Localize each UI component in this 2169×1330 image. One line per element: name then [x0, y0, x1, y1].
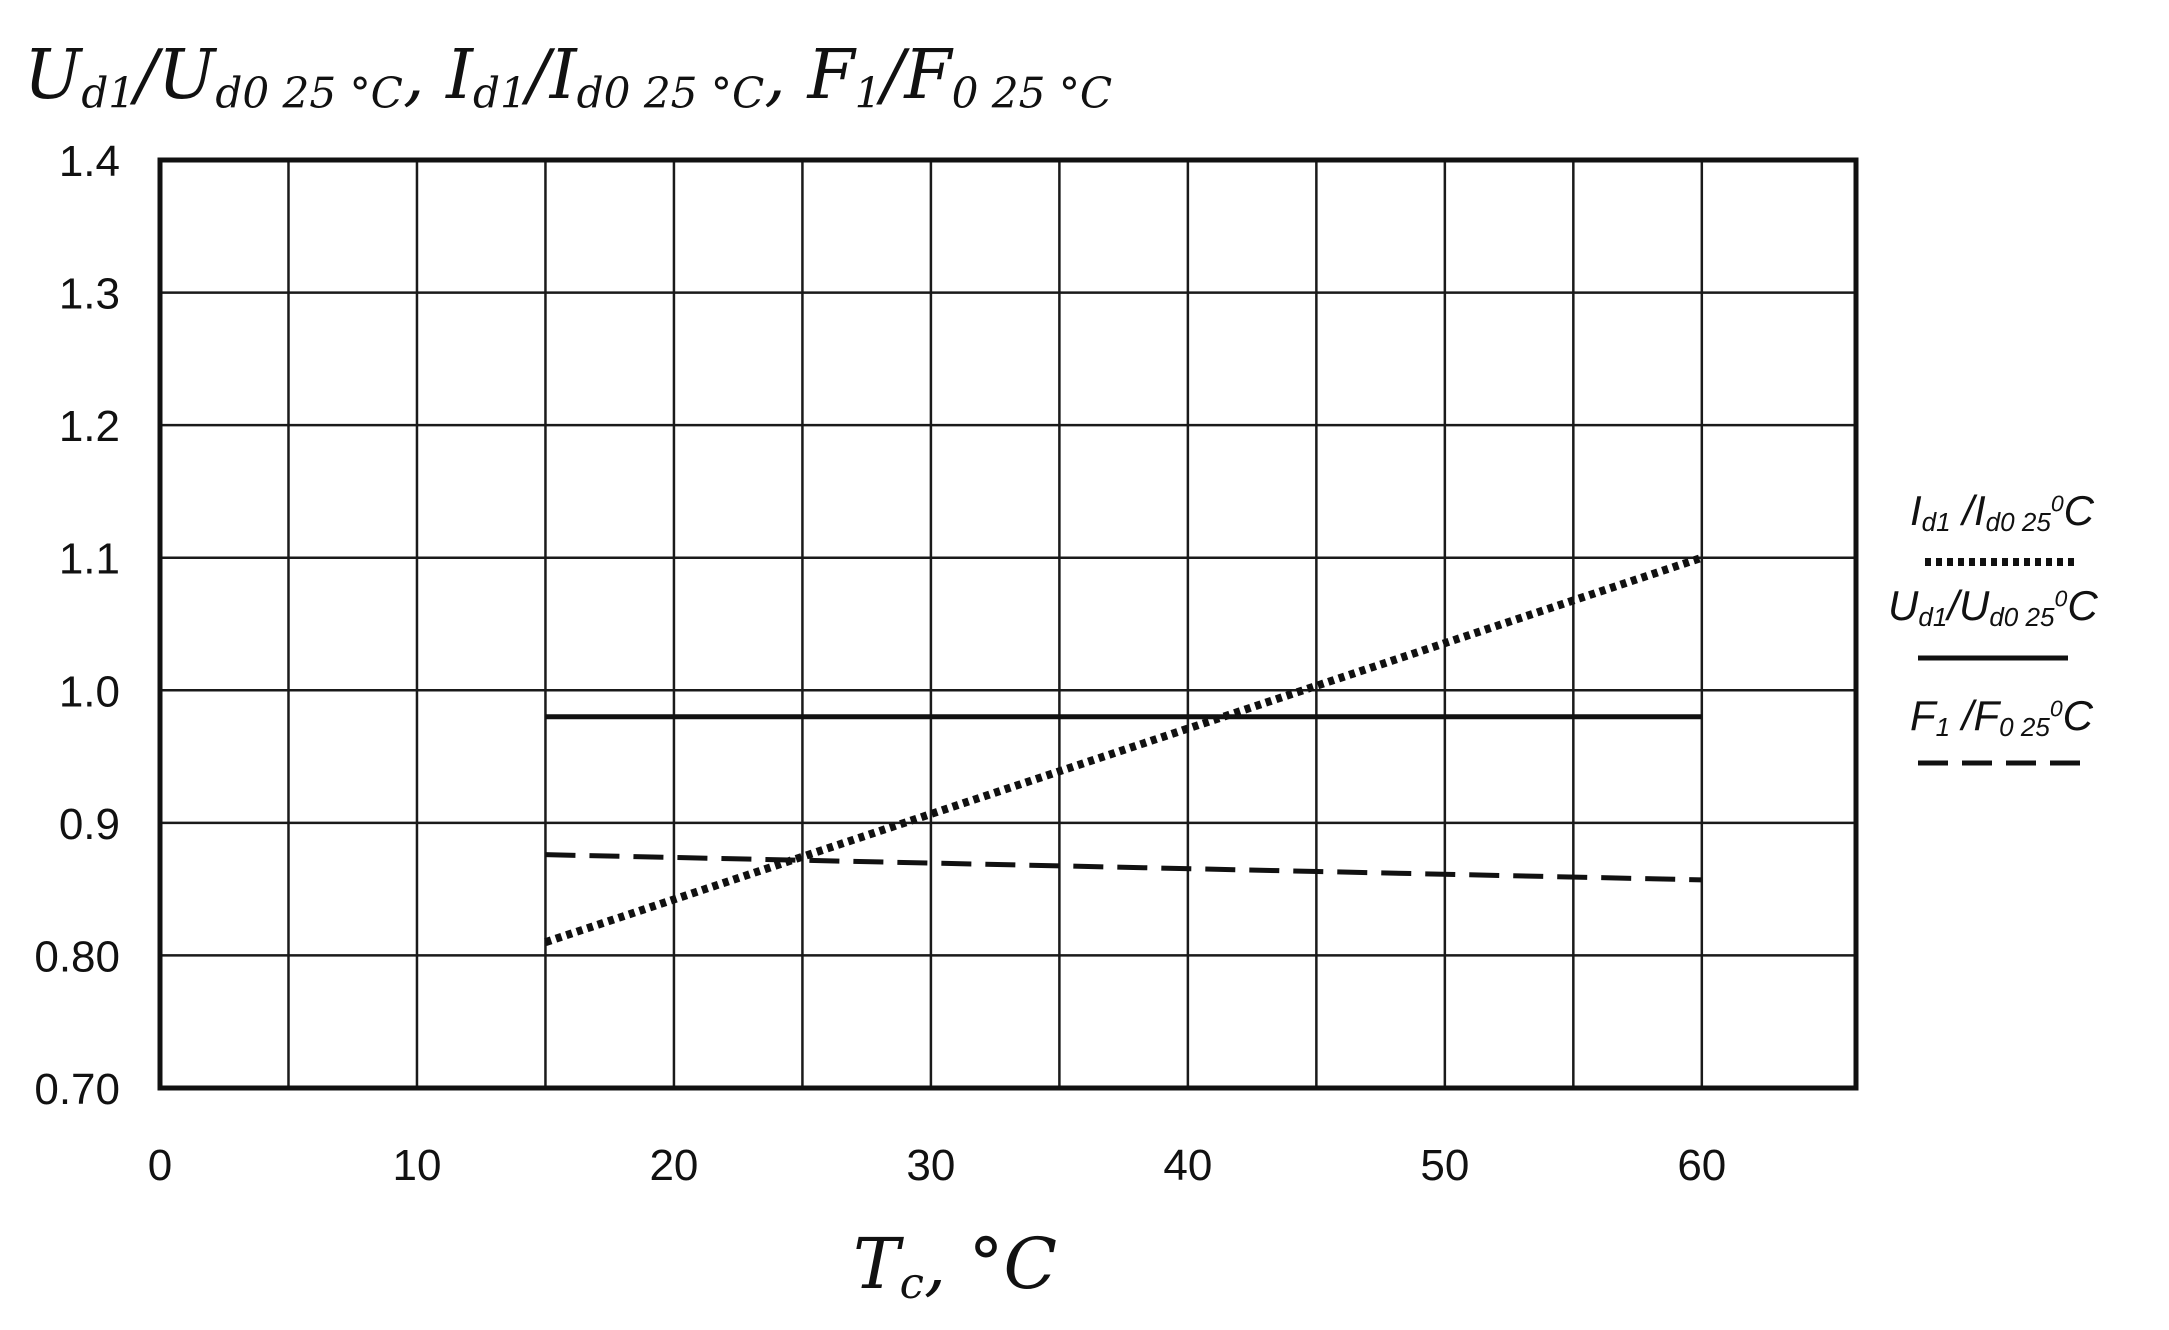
legend-label-1-sub-1: d0 25: [1989, 602, 2055, 632]
labels-layer: Ud1​/Ud0 25 °C​, Id1​/Id0 25 °C​, F1​/F0…: [24, 36, 1112, 1309]
y-tick-label-4: 1.1: [59, 535, 120, 584]
plot-frame: [160, 160, 1856, 1088]
y-tick-label-6: 1.3: [59, 270, 120, 319]
y-axis-label-part-0: U: [24, 36, 84, 115]
y-axis-label-sub-2: d1: [473, 69, 527, 118]
y-axis-label-sub-3: d0 25 °C: [577, 69, 765, 118]
y-tick-label-7: 1.4: [59, 137, 120, 186]
legend-label-2-part-3: C: [2063, 692, 2094, 739]
legend-label-0-part-3: C: [2064, 487, 2095, 534]
y-tick-label-3: 1.0: [59, 667, 120, 716]
x-tick-label-2: 20: [649, 1141, 698, 1190]
legend-label-2-part-1: /F: [1950, 692, 2001, 739]
x-tick-label-5: 50: [1420, 1141, 1469, 1190]
legend-label-2-sub-1: 0 25: [1999, 712, 2050, 742]
y-tick-label-5: 1.2: [59, 402, 120, 451]
legend-label-1-part-0: U: [1888, 582, 1919, 629]
legend-label-0-part-1: /I: [1951, 487, 1986, 534]
x-axis-label-part-0: T: [853, 1223, 904, 1305]
x-axis-label-sub-0: c: [900, 1259, 924, 1309]
y-axis-label-part-1: /U: [129, 36, 218, 115]
x-axis-label-part-1: , °C: [924, 1223, 1057, 1305]
legend-label-0-part-0: I: [1910, 487, 1922, 534]
y-tick-label-2: 0.9: [59, 800, 120, 849]
grid-layer: [160, 160, 1856, 1088]
legend-label-2-sub-0: 1: [1936, 712, 1950, 742]
x-tick-label-0: 0: [148, 1141, 172, 1190]
legend-label-1-sup-2: 0: [2054, 586, 2067, 612]
legend-label-0-sub-1: d0 25: [1986, 507, 2052, 537]
legend-label-0-sub-0: d1: [1922, 507, 1951, 537]
legend-label-0: Id1​ /Id0 25​0​C: [1910, 487, 2095, 537]
y-axis-label-part-5: /F: [875, 36, 954, 115]
series-line-2: [545, 855, 1701, 880]
y-axis-label-sub-4: 1: [855, 69, 882, 118]
legend-label-1-sub-0: d1: [1918, 602, 1947, 632]
legend-label-2-sup-2: 0: [2050, 696, 2063, 722]
x-tick-label-6: 60: [1677, 1141, 1726, 1190]
x-tick-label-3: 30: [906, 1141, 955, 1190]
y-axis-label-part-3: /I: [521, 36, 578, 115]
legend-label-1: Ud1​/Ud0 25​0​C: [1888, 582, 2098, 632]
x-tick-label-1: 10: [392, 1141, 441, 1190]
frame-layer: [160, 160, 1856, 1088]
y-axis-label-sub-5: 0 25 °C: [952, 69, 1113, 118]
y-tick-label-1: 0.80: [34, 932, 120, 981]
legend-label-2-part-0: F: [1910, 692, 1938, 739]
y-axis-label-sub-0: d1: [81, 69, 135, 118]
y-axis-label: Ud1​/Ud0 25 °C​, Id1​/Id0 25 °C​, F1​/F0…: [24, 36, 1112, 118]
legend-label-2: F1​ /F0 25​0​C: [1910, 692, 2094, 742]
y-axis-label-part-2: , I: [403, 36, 474, 115]
x-axis-label: Tc​, °C: [853, 1223, 1057, 1309]
series-line-0: [545, 558, 1701, 942]
y-tick-label-0: 0.70: [34, 1065, 120, 1114]
legend-label-1-part-1: /U: [1944, 582, 1990, 629]
y-axis-label-sub-1: d0 25 °C: [215, 69, 403, 118]
legend-label-1-part-3: C: [2067, 582, 2098, 629]
legend-label-0-sup-2: 0: [2051, 491, 2064, 517]
x-tick-label-4: 40: [1163, 1141, 1212, 1190]
series-layer: [545, 558, 1702, 943]
y-axis-label-part-4: , F: [764, 36, 857, 115]
